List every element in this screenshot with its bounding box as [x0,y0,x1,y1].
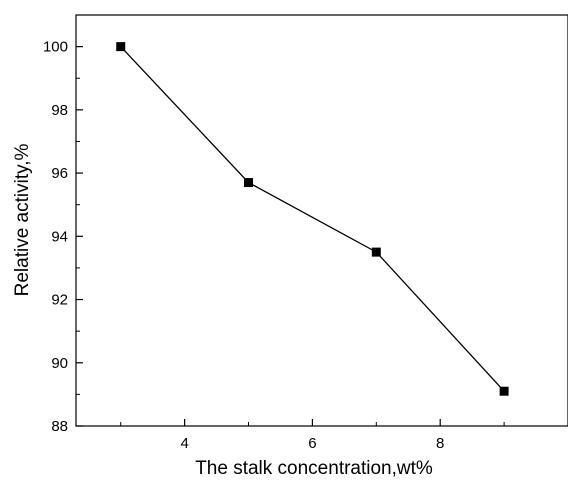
x-tick-label: 4 [180,435,188,452]
series-layer [116,42,509,396]
y-tick-label: 100 [43,39,68,56]
y-tick-label: 88 [51,418,68,435]
data-point [116,42,126,52]
y-tick-label: 92 [51,292,68,309]
data-point [371,247,381,257]
plot-frame [75,14,568,427]
data-point [244,178,254,188]
y-tick-label: 96 [51,165,68,182]
data-point [499,386,509,396]
y-tick-label: 90 [51,355,68,372]
x-axis-title: The stalk concentration,wt% [195,458,433,479]
series-line [120,46,505,392]
y-tick-label: 94 [51,228,68,245]
y-axis-title: Relative activity,% [12,144,33,297]
x-axis-ticks: 4 6 8 [120,419,505,452]
y-tick-label: 98 [51,102,68,119]
x-tick-label: 6 [308,435,316,452]
x-tick-label: 8 [436,435,444,452]
y-axis-ticks: 88 90 92 94 96 98 100 [43,14,83,435]
